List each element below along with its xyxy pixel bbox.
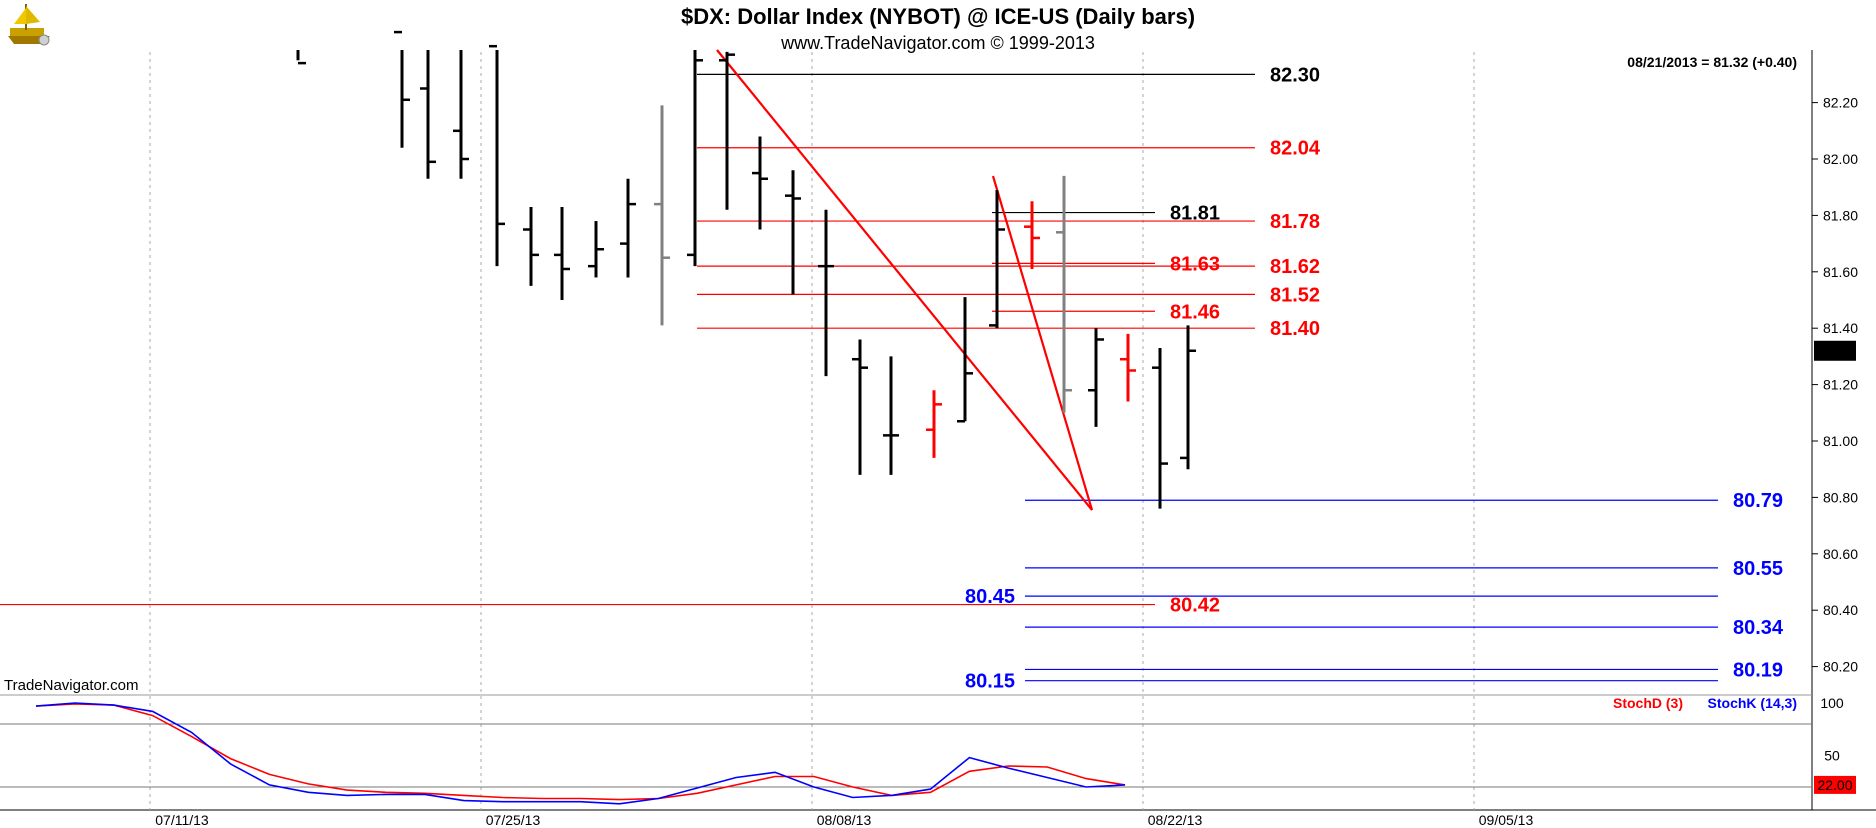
level-label-81-52: 81.52 bbox=[1270, 284, 1320, 306]
ohlc-bar bbox=[296, 50, 306, 65]
y-tick-label: 80.80 bbox=[1823, 489, 1858, 505]
last-price-label: 81.32 bbox=[1817, 343, 1852, 359]
ohlc-bar bbox=[394, 30, 410, 148]
ship-logo-icon bbox=[8, 4, 50, 46]
x-tick-label: 08/08/13 bbox=[817, 812, 872, 828]
y-tick-label: 81.20 bbox=[1823, 377, 1858, 393]
y-tick-label: 82.20 bbox=[1823, 95, 1858, 111]
ohlc-bar bbox=[1180, 325, 1196, 470]
y-tick-label: 81.60 bbox=[1823, 264, 1858, 280]
level-label-81-63: 81.63 bbox=[1170, 253, 1220, 275]
price-levels: 82.30 82.04 81.81 81.78 81.63 81.62 81.52 81.46… bbox=[0, 64, 1784, 693]
x-tick-label: 07/11/13 bbox=[155, 812, 209, 828]
ohlc-bar bbox=[687, 50, 703, 267]
ohlc-bar bbox=[989, 190, 1005, 329]
level-label-80-15: 80.15 bbox=[965, 671, 1015, 693]
level-label-80-34: 80.34 bbox=[1733, 617, 1784, 639]
ohlc-bar bbox=[588, 221, 604, 278]
price-axis: 82.20 82.00 81.80 81.60 81.40 81.20 81.00 80.80… bbox=[1812, 95, 1858, 675]
level-label-81-40: 81.40 bbox=[1270, 318, 1320, 340]
ohlc-bar bbox=[852, 339, 868, 475]
ohlc-bar bbox=[453, 50, 469, 179]
ohlc-bar bbox=[1152, 347, 1168, 509]
level-label-81-46: 81.46 bbox=[1170, 301, 1220, 323]
level-label-81-81: 81.81 bbox=[1170, 203, 1220, 225]
chart-title: $DX: Dollar Index (NYBOT) @ ICE-US (Dail… bbox=[681, 4, 1195, 29]
y-tick-label: 82.00 bbox=[1823, 151, 1858, 167]
ohlc-bar bbox=[420, 50, 436, 179]
x-tick-label: 08/22/13 bbox=[1148, 812, 1203, 828]
y-tick-label: 80.60 bbox=[1823, 546, 1858, 562]
stoch-y-tick-label: 50 bbox=[1824, 748, 1840, 764]
level-label-81-62: 81.62 bbox=[1270, 256, 1320, 278]
ohlc-bar bbox=[489, 44, 505, 267]
level-label-82-30: 82.30 bbox=[1270, 64, 1320, 86]
stoch-d-legend: StochD (3) bbox=[1613, 695, 1683, 711]
level-label-80-45: 80.45 bbox=[965, 586, 1015, 608]
stoch-last-box bbox=[1814, 775, 1856, 794]
last-price-box bbox=[1814, 340, 1856, 361]
ohlc-bar bbox=[1024, 201, 1040, 269]
trendline-0 bbox=[716, 49, 1093, 511]
level-label-80-79: 80.79 bbox=[1733, 490, 1783, 512]
ohlc-bar bbox=[752, 136, 768, 230]
stoch-line-1 bbox=[35, 702, 1126, 805]
watermark-text: TradeNavigator.com bbox=[4, 677, 139, 694]
stoch-k-legend: StochK (14,3) bbox=[1708, 695, 1797, 711]
stoch-y-tick-label: 100 bbox=[1820, 695, 1844, 711]
ohlc-bar bbox=[554, 206, 570, 300]
stoch-last-label: 22.00 bbox=[1817, 777, 1852, 793]
last-quote-text: 08/21/2013 = 81.32 (+0.40) bbox=[1627, 54, 1797, 70]
date-axis: 07/11/13 07/25/13 08/08/13 08/22/13 09/05/13 bbox=[155, 812, 1533, 828]
y-tick-label: 81.80 bbox=[1823, 207, 1858, 223]
level-label-80-19: 80.19 bbox=[1733, 659, 1783, 681]
stoch-line-0 bbox=[35, 703, 1126, 801]
vertical-gridlines bbox=[149, 52, 1475, 810]
ohlc-bar bbox=[785, 170, 801, 295]
ohlc-bar bbox=[654, 105, 670, 326]
x-tick-label: 07/25/13 bbox=[486, 812, 541, 828]
ohlc-bar bbox=[883, 356, 899, 475]
ohlc-bar bbox=[957, 297, 973, 423]
stochastic-panel: 100 50 22.00 bbox=[0, 695, 1856, 805]
level-label-80-42: 80.42 bbox=[1170, 595, 1220, 617]
level-label-80-55: 80.55 bbox=[1733, 558, 1783, 580]
chart-subtitle: www.TradeNavigator.com © 1999-2013 bbox=[780, 33, 1095, 53]
x-tick-label: 09/05/13 bbox=[1479, 812, 1534, 828]
ohlc-bar bbox=[620, 178, 636, 278]
y-tick-label: 80.40 bbox=[1823, 602, 1858, 618]
level-label-82-04: 82.04 bbox=[1270, 138, 1321, 160]
y-tick-label: 80.20 bbox=[1823, 659, 1858, 675]
ohlc-bar bbox=[926, 390, 942, 458]
ohlc-bar bbox=[1120, 333, 1136, 402]
ohlc-bar bbox=[818, 209, 834, 377]
trendline-1 bbox=[991, 175, 1094, 511]
level-label-81-78: 81.78 bbox=[1270, 211, 1320, 233]
ohlc-bar bbox=[523, 206, 539, 286]
ohlc-bars bbox=[296, 30, 1196, 509]
ohlc-bar bbox=[1088, 328, 1104, 427]
ohlc-bar bbox=[719, 51, 735, 210]
y-tick-label: 81.40 bbox=[1823, 320, 1858, 336]
ohlc-bar bbox=[1056, 175, 1072, 413]
y-tick-label: 81.00 bbox=[1823, 433, 1858, 449]
trendlines bbox=[716, 49, 1094, 511]
